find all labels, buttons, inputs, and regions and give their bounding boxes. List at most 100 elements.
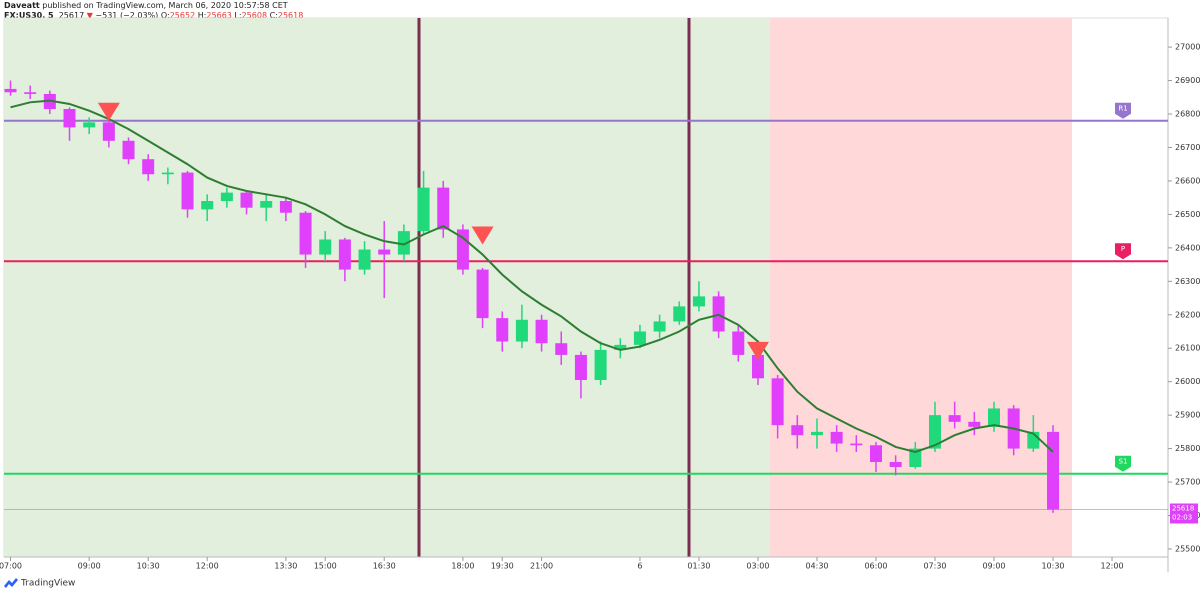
y-tick-label: 25700: [1175, 478, 1200, 487]
x-tick-label: 07:00: [0, 562, 22, 571]
candle-body: [397, 231, 410, 255]
candle-body: [417, 187, 430, 232]
sell-signal: [97, 102, 120, 121]
x-tick-label: 10:30: [1041, 562, 1064, 571]
candle-body: [4, 88, 17, 93]
y-tick-label: 25500: [1175, 544, 1200, 553]
published: published on TradingView.com, March 06, …: [42, 1, 288, 10]
candle-body: [122, 140, 135, 160]
candle-body: [358, 249, 371, 270]
candle-body: [142, 159, 155, 175]
x-tick-label: 18:00: [451, 562, 474, 571]
x-tick-label: 12:00: [1100, 562, 1123, 571]
candle-body: [102, 122, 115, 141]
author: Daveatt: [4, 1, 40, 10]
x-tick-label: 6: [637, 562, 642, 571]
candle-body: [378, 249, 391, 255]
price-tag: [1170, 503, 1198, 524]
x-tick-label: 10:30: [137, 562, 160, 571]
session-bg: [4, 18, 770, 557]
header-line: Daveatt published on TradingView.com, Ma…: [4, 1, 303, 11]
candle-body: [988, 408, 1000, 427]
price-tag-value: 25618: [1172, 504, 1194, 512]
candle-body: [653, 321, 666, 332]
x-tick-label: 15:00: [314, 562, 337, 571]
y-tick-label: 26600: [1175, 176, 1200, 185]
candle-body: [240, 192, 253, 208]
symbol: FX:US30, 5: [4, 11, 54, 20]
candle-body: [1047, 431, 1060, 510]
candle-body: [869, 445, 882, 462]
candle-body: [476, 269, 489, 319]
y-tick-label: 25900: [1175, 411, 1200, 420]
ohlc-key: L:: [234, 11, 242, 20]
sell-signal: [746, 341, 769, 360]
candle-body: [673, 306, 686, 322]
level-name: S1: [1119, 458, 1128, 466]
x-tick-label: 01:30: [687, 562, 710, 571]
x-tick-label: 03:00: [746, 562, 769, 571]
candle-body: [260, 201, 273, 208]
candle-body: [889, 461, 902, 467]
candle-body: [692, 296, 705, 307]
session-bg: [770, 18, 1072, 557]
x-tick-label: 19:30: [491, 562, 514, 571]
x-tick-label: 06:00: [864, 562, 887, 571]
y-tick-label: 26700: [1175, 143, 1200, 152]
candle-body: [63, 109, 76, 128]
y-tick-label: 26200: [1175, 310, 1200, 319]
candle-body: [181, 172, 194, 210]
ohlc-value: 25618: [277, 11, 304, 20]
candle-body: [850, 443, 863, 446]
candle-body: [791, 425, 804, 436]
sell-signal: [471, 226, 494, 245]
ohlc-key: H:: [197, 11, 207, 20]
candle-body: [830, 431, 843, 444]
level-name: R1: [1118, 105, 1127, 113]
candle-body: [968, 421, 981, 427]
y-tick-label: 26400: [1175, 243, 1200, 252]
y-tick-label: 26900: [1175, 76, 1200, 85]
candle-body: [437, 187, 450, 230]
candle-body: [83, 122, 96, 128]
candle-body: [24, 92, 37, 94]
x-tick-label: 07:30: [923, 562, 946, 571]
y-tick-label: 26800: [1175, 110, 1200, 119]
candle-body: [810, 431, 823, 436]
y-tick-label: 26100: [1175, 344, 1200, 353]
y-tick-label: 25800: [1175, 444, 1200, 453]
brand: TradingView: [20, 579, 75, 589]
candle-body: [594, 349, 607, 381]
candle-body: [574, 354, 587, 381]
candle-body: [299, 212, 312, 255]
x-tick-label: 09:00: [78, 562, 101, 571]
y-tick-label: 26500: [1175, 210, 1200, 219]
candle-body: [909, 448, 922, 467]
candle-body: [496, 318, 509, 342]
x-tick-label: 09:00: [982, 562, 1005, 571]
candle-body: [338, 239, 351, 270]
candle-body: [633, 331, 646, 345]
candle-body: [220, 192, 233, 202]
level-name: P: [1121, 245, 1125, 253]
ohlc: O:25652 H:25663 L:25608 C:25618: [161, 11, 303, 20]
x-tick-label: 13:30: [274, 562, 297, 571]
ohlc-value: 25663: [206, 11, 232, 20]
change: −531 (−2.03%): [95, 11, 159, 20]
ohlc-key: C:: [269, 11, 278, 20]
candle-body: [319, 239, 332, 255]
x-tick-label: 04:30: [805, 562, 828, 571]
y-tick-label: 26000: [1175, 377, 1200, 386]
candle-body: [948, 415, 961, 422]
header: Daveatt published on TradingView.com, Ma…: [4, 1, 303, 21]
arrow: ▼: [86, 11, 93, 20]
level-flag: [1115, 102, 1131, 119]
header-line: FX:US30, 5 25617 ▼ −531 (−2.03%) O:25652…: [4, 11, 303, 21]
candle-body: [201, 201, 214, 210]
x-tick-label: 12:00: [196, 562, 219, 571]
candle-body: [614, 344, 627, 350]
candle-body: [732, 331, 745, 355]
y-tick-label: 27000: [1175, 43, 1200, 52]
